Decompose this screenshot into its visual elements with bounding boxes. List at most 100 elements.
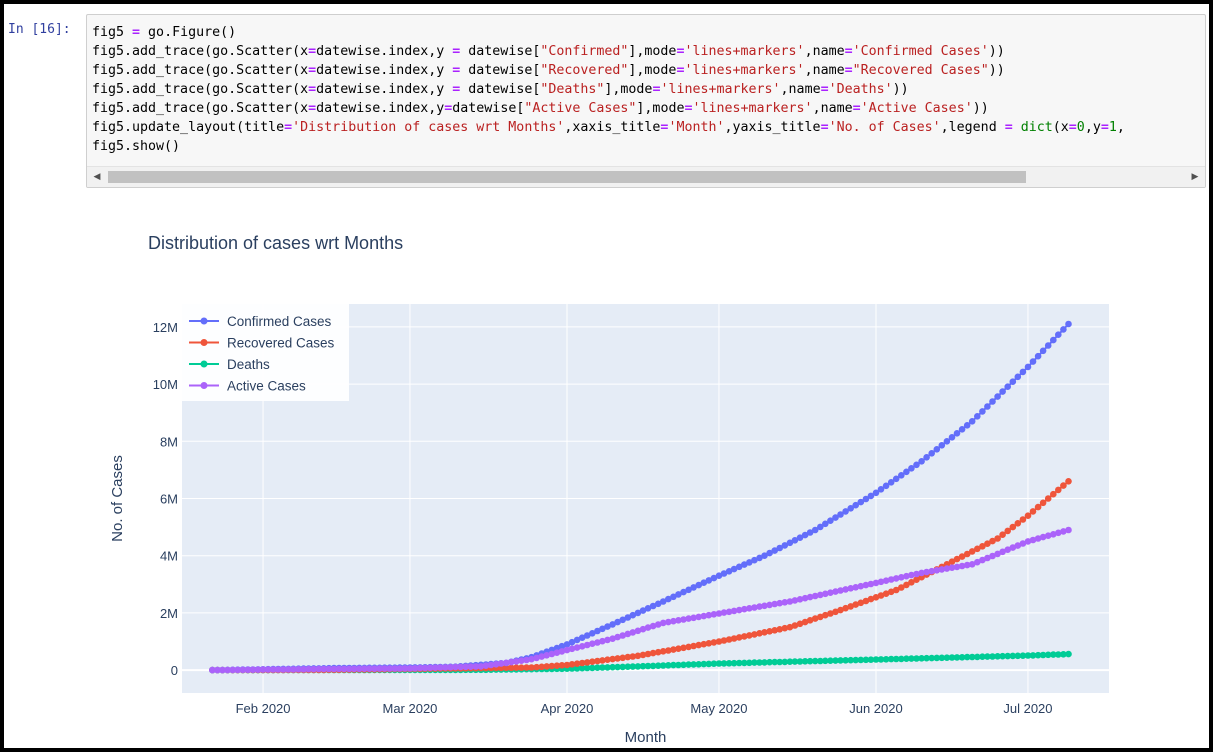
data-point bbox=[604, 636, 611, 644]
data-point bbox=[695, 581, 702, 589]
data-point bbox=[234, 666, 241, 674]
data-point bbox=[442, 664, 449, 671]
legend-item[interactable]: Recovered Cases bbox=[189, 336, 335, 351]
data-point bbox=[756, 603, 763, 610]
data-point bbox=[827, 589, 834, 596]
data-point bbox=[589, 658, 596, 665]
data-point bbox=[513, 658, 520, 665]
data-point bbox=[508, 658, 515, 666]
data-point bbox=[735, 563, 743, 571]
data-point bbox=[659, 598, 667, 605]
data-point bbox=[852, 501, 859, 509]
data-point bbox=[781, 624, 789, 632]
data-point bbox=[589, 664, 596, 672]
legend-item[interactable]: Active Cases bbox=[189, 379, 306, 394]
data-point bbox=[1034, 535, 1042, 542]
code-line: fig5.show() bbox=[92, 139, 181, 154]
data-point bbox=[791, 537, 799, 544]
data-point bbox=[361, 665, 368, 672]
data-point bbox=[568, 661, 576, 668]
data-point bbox=[599, 637, 606, 645]
data-point bbox=[659, 662, 667, 669]
data-point bbox=[811, 526, 819, 534]
data-point bbox=[806, 593, 814, 601]
data-point bbox=[832, 657, 839, 664]
data-point bbox=[786, 658, 794, 665]
data-point bbox=[558, 648, 566, 655]
data-point bbox=[376, 665, 383, 672]
legend: Confirmed Cases Recovered Cases Deaths Acti… bbox=[182, 304, 349, 401]
data-point bbox=[710, 611, 718, 618]
horizontal-scrollbar[interactable]: ◀ ▶ bbox=[87, 166, 1205, 187]
data-point bbox=[624, 663, 632, 670]
scrollbar-thumb[interactable] bbox=[108, 171, 1026, 183]
data-point bbox=[508, 664, 515, 672]
data-point bbox=[822, 657, 829, 665]
legend-item[interactable]: Deaths bbox=[189, 357, 270, 372]
data-point bbox=[629, 663, 637, 670]
data-point bbox=[290, 666, 297, 673]
data-point bbox=[609, 635, 616, 642]
data-point bbox=[847, 585, 854, 592]
data-point bbox=[958, 562, 966, 570]
code-editor[interactable]: fig5 = go.Figure() fig5.add_trace(go.Sca… bbox=[92, 23, 1125, 156]
data-point bbox=[746, 632, 753, 639]
data-point bbox=[710, 639, 718, 646]
data-point bbox=[979, 556, 986, 564]
data-point bbox=[497, 660, 505, 667]
plotly-chart[interactable]: Distribution of cases wrt Months Feb 2020… bbox=[94, 196, 1199, 748]
data-point bbox=[918, 655, 925, 662]
data-point bbox=[776, 599, 783, 607]
data-point bbox=[533, 654, 540, 662]
data-point bbox=[609, 655, 616, 663]
data-point bbox=[680, 644, 687, 652]
data-point bbox=[583, 664, 591, 672]
data-point bbox=[325, 665, 333, 673]
data-point bbox=[837, 587, 844, 594]
data-point bbox=[472, 663, 480, 670]
data-point bbox=[330, 665, 338, 673]
data-point bbox=[1055, 331, 1062, 338]
data-point bbox=[761, 552, 768, 559]
data-point bbox=[746, 605, 753, 612]
data-point bbox=[817, 613, 824, 621]
data-point bbox=[573, 665, 581, 672]
data-point bbox=[908, 579, 915, 586]
code-line: fig5 = go.Figure() bbox=[92, 25, 237, 40]
data-point bbox=[340, 665, 348, 673]
data-point bbox=[882, 656, 890, 663]
data-point bbox=[974, 545, 981, 553]
data-point bbox=[872, 656, 880, 663]
triangle-left-icon[interactable]: ◀ bbox=[93, 172, 101, 182]
data-point bbox=[979, 543, 986, 550]
data-point bbox=[1065, 478, 1072, 485]
data-point bbox=[553, 649, 561, 656]
data-point bbox=[285, 666, 292, 673]
data-point bbox=[892, 586, 900, 594]
data-point bbox=[563, 661, 571, 669]
data-point bbox=[695, 613, 702, 621]
code-cell[interactable]: fig5 = go.Figure() fig5.add_trace(go.Sca… bbox=[86, 14, 1206, 188]
legend-item[interactable]: Confirmed Cases bbox=[189, 314, 332, 329]
data-point bbox=[259, 666, 267, 673]
data-point bbox=[761, 629, 768, 636]
data-point bbox=[730, 635, 738, 642]
data-point bbox=[457, 663, 464, 671]
data-point bbox=[725, 568, 733, 575]
data-point bbox=[685, 661, 692, 668]
data-point bbox=[872, 579, 880, 587]
data-point bbox=[1009, 378, 1017, 385]
legend-label: Deaths bbox=[227, 357, 270, 372]
data-point bbox=[1009, 523, 1017, 531]
data-point bbox=[1029, 536, 1037, 544]
code-line: fig5.update_layout(title='Distribution o… bbox=[92, 120, 1125, 135]
data-point bbox=[624, 614, 632, 621]
data-point bbox=[1055, 651, 1062, 658]
data-point bbox=[903, 655, 910, 662]
data-point bbox=[730, 659, 738, 667]
data-point bbox=[968, 653, 976, 661]
data-point bbox=[968, 561, 976, 568]
data-point bbox=[822, 611, 829, 619]
data-point bbox=[741, 605, 748, 613]
triangle-right-icon[interactable]: ▶ bbox=[1191, 172, 1199, 182]
